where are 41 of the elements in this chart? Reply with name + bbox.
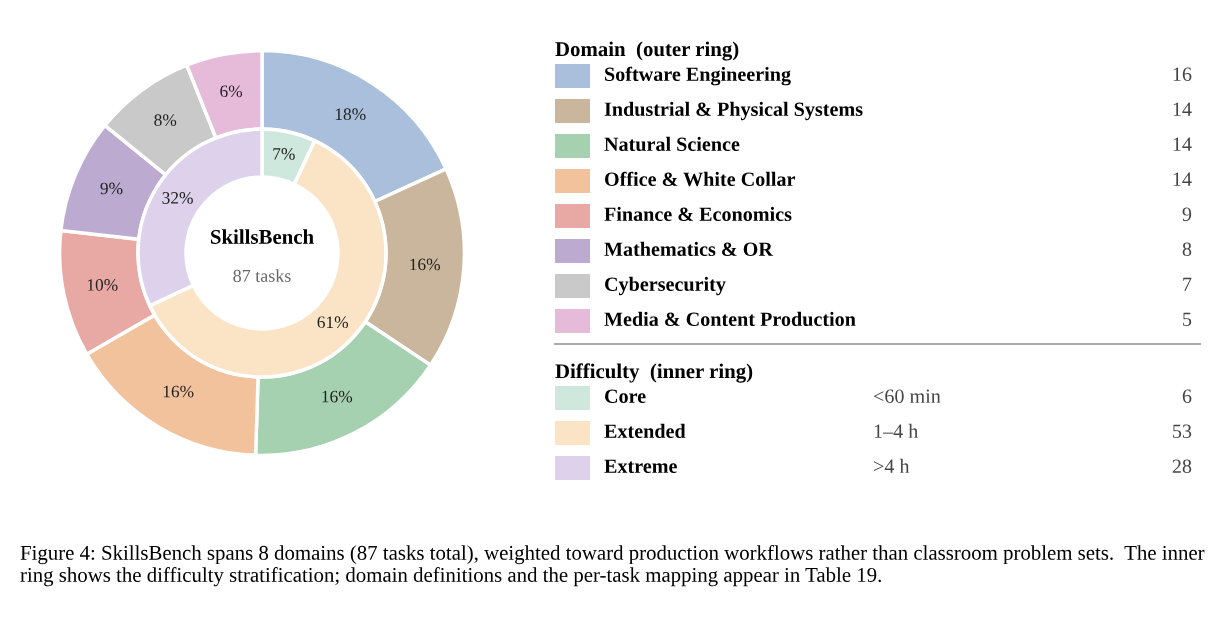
legend-label: Natural Science [604,136,740,152]
text: 7 [1183,277,1192,291]
legend-label: Industrial & Physical Systems [604,101,863,121]
data-label: 61% [317,316,349,329]
text: 6 [1182,389,1192,404]
legend-label: Finance & Economics [604,206,792,222]
data-label: 7% [273,148,295,160]
text: 53 [1173,424,1192,439]
legend-label: Extreme [604,459,677,474]
caption: Figure 4: SkillsBench spans 8 domains (87 tasks total), weighted toward production workflows rather than classroom problem sets. The inner ring shows the difficulty stratification; domain definitions and the per-task mapping appear in Table 19. [20,545,1205,587]
text: 14 [1173,172,1192,186]
legend-label: Media & Content Production [604,311,856,327]
text: 16 [1173,67,1192,82]
slice-label: Domain (outer ring) [555,41,739,61]
data-label: 16% [322,390,353,403]
text: >4 h [874,458,910,473]
data-label: 16% [163,385,194,398]
text: <60 min [874,389,941,404]
legend-label: Extended [604,423,686,439]
legend-label: Core [604,389,646,404]
text: 28 [1172,459,1192,474]
text: 5 [1183,312,1192,327]
text: SkillsBench [211,229,314,244]
text: 1–4 h [874,423,919,438]
data-label: 8% [154,114,177,126]
text: 87 tasks [233,269,291,282]
legend-label: Cybersecurity [604,276,726,296]
text: 9 [1182,207,1192,222]
data-label: 16% [410,258,441,271]
data-label: 9% [100,182,123,195]
text: 14 [1173,137,1192,151]
text: 8 [1182,242,1192,257]
data-label: 32% [162,192,193,204]
legend-label: Mathematics & OR [604,241,774,257]
legend-label: Software Engineering [605,66,791,86]
data-label: 18% [335,108,366,121]
legend-label: Office & White Collar [604,171,796,187]
slice-label: Difficulty (inner ring) [555,363,753,383]
data-label: 10% [87,279,118,291]
text: 14 [1173,102,1192,116]
data-label: 6% [220,85,243,98]
